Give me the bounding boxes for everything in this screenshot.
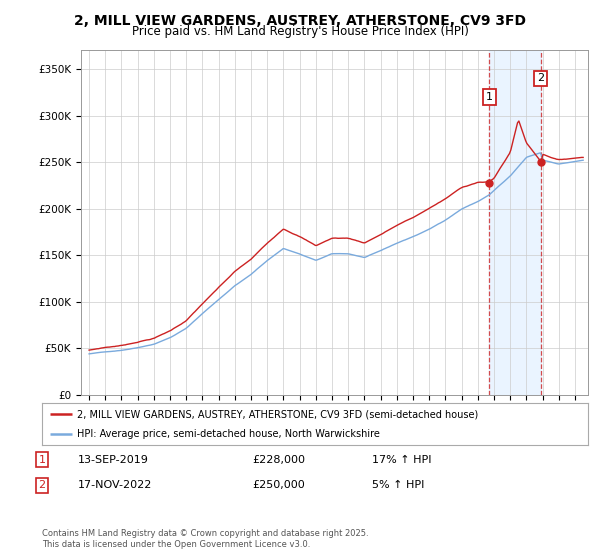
Bar bbox=[489, 50, 541, 395]
Text: 1: 1 bbox=[486, 92, 493, 102]
Text: 2: 2 bbox=[537, 73, 544, 83]
Text: 5% ↑ HPI: 5% ↑ HPI bbox=[372, 480, 424, 491]
Text: 17-NOV-2022: 17-NOV-2022 bbox=[78, 480, 152, 491]
Text: 2: 2 bbox=[38, 480, 46, 491]
Text: 2, MILL VIEW GARDENS, AUSTREY, ATHERSTONE, CV9 3FD (semi-detached house): 2, MILL VIEW GARDENS, AUSTREY, ATHERSTON… bbox=[77, 409, 479, 419]
Text: 17% ↑ HPI: 17% ↑ HPI bbox=[372, 455, 431, 465]
Text: Contains HM Land Registry data © Crown copyright and database right 2025.
This d: Contains HM Land Registry data © Crown c… bbox=[42, 529, 368, 549]
Text: 2, MILL VIEW GARDENS, AUSTREY, ATHERSTONE, CV9 3FD: 2, MILL VIEW GARDENS, AUSTREY, ATHERSTON… bbox=[74, 14, 526, 28]
Text: HPI: Average price, semi-detached house, North Warwickshire: HPI: Average price, semi-detached house,… bbox=[77, 430, 380, 439]
Text: £250,000: £250,000 bbox=[252, 480, 305, 491]
Text: £228,000: £228,000 bbox=[252, 455, 305, 465]
Text: Price paid vs. HM Land Registry's House Price Index (HPI): Price paid vs. HM Land Registry's House … bbox=[131, 25, 469, 38]
Text: 1: 1 bbox=[38, 455, 46, 465]
Text: 13-SEP-2019: 13-SEP-2019 bbox=[78, 455, 149, 465]
